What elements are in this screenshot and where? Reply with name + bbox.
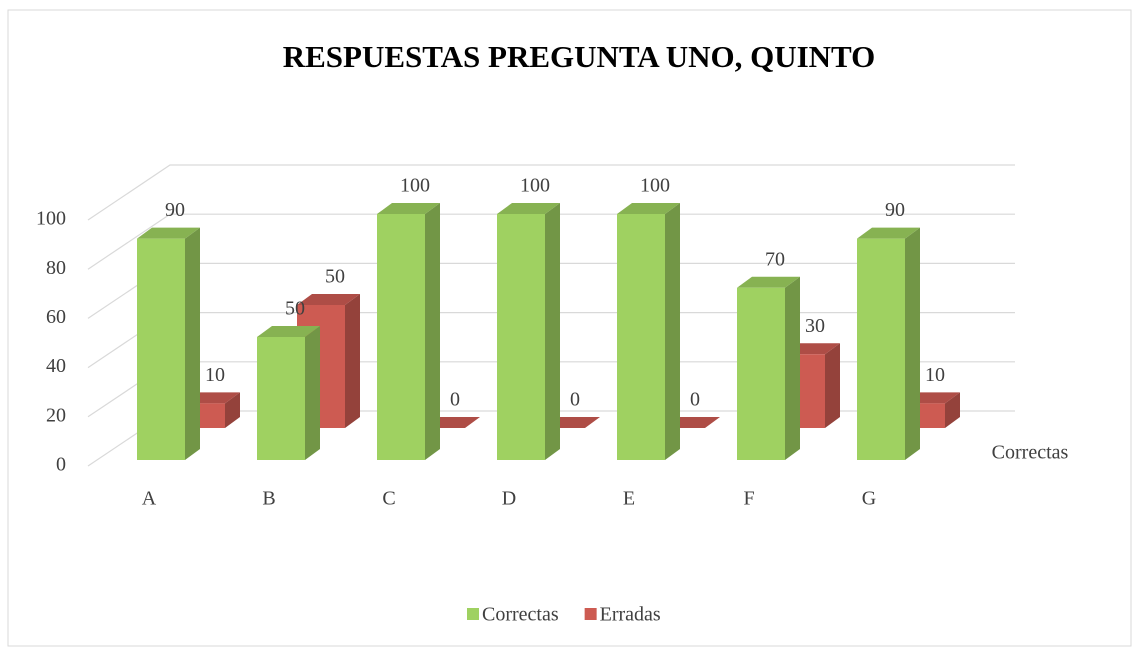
- x-tick-label: C: [382, 488, 395, 510]
- value-label: 70: [765, 248, 785, 270]
- value-label: 90: [165, 199, 185, 221]
- chart-title: RESPUESTAS PREGUNTA UNO, QUINTO: [283, 39, 876, 74]
- value-label: 50: [325, 266, 345, 288]
- y-tick-label: 100: [36, 208, 66, 230]
- value-label: 0: [690, 389, 700, 411]
- value-label: 90: [885, 199, 905, 221]
- grid-line: [87, 164, 1015, 221]
- bar: [737, 276, 800, 460]
- x-tick-label: D: [502, 488, 516, 510]
- value-label: 30: [805, 315, 825, 337]
- x-tick-label: G: [862, 488, 876, 510]
- y-tick-label: 60: [46, 306, 66, 328]
- legend-swatch: [584, 608, 597, 620]
- y-tick-label: 80: [46, 257, 66, 279]
- value-label: 0: [450, 389, 460, 411]
- value-label: 100: [640, 175, 670, 197]
- bar: [857, 227, 920, 460]
- x-tick-label: B: [262, 488, 275, 510]
- bar: [137, 227, 200, 460]
- y-tick-label: 40: [46, 355, 66, 377]
- depth-axis-label: Correctas: [992, 442, 1069, 464]
- value-label: 100: [400, 175, 430, 197]
- legend-label: Erradas: [600, 604, 661, 626]
- bar: [377, 203, 440, 460]
- legend-swatch: [467, 608, 479, 620]
- bar: [497, 203, 560, 460]
- grid-line: [87, 213, 1015, 270]
- value-label: 10: [205, 364, 225, 386]
- value-label: 100: [520, 175, 550, 197]
- x-tick-label: E: [623, 488, 635, 510]
- value-label: 50: [285, 298, 305, 320]
- y-tick-label: 20: [46, 404, 66, 426]
- x-tick-label: F: [743, 488, 754, 510]
- value-label: 10: [925, 364, 945, 386]
- x-tick-label: A: [142, 488, 157, 510]
- bar: [617, 203, 680, 460]
- y-tick-label: 0: [56, 454, 66, 476]
- value-label: 0: [570, 389, 580, 411]
- bar: [257, 326, 320, 460]
- legend-label: Correctas: [482, 604, 559, 626]
